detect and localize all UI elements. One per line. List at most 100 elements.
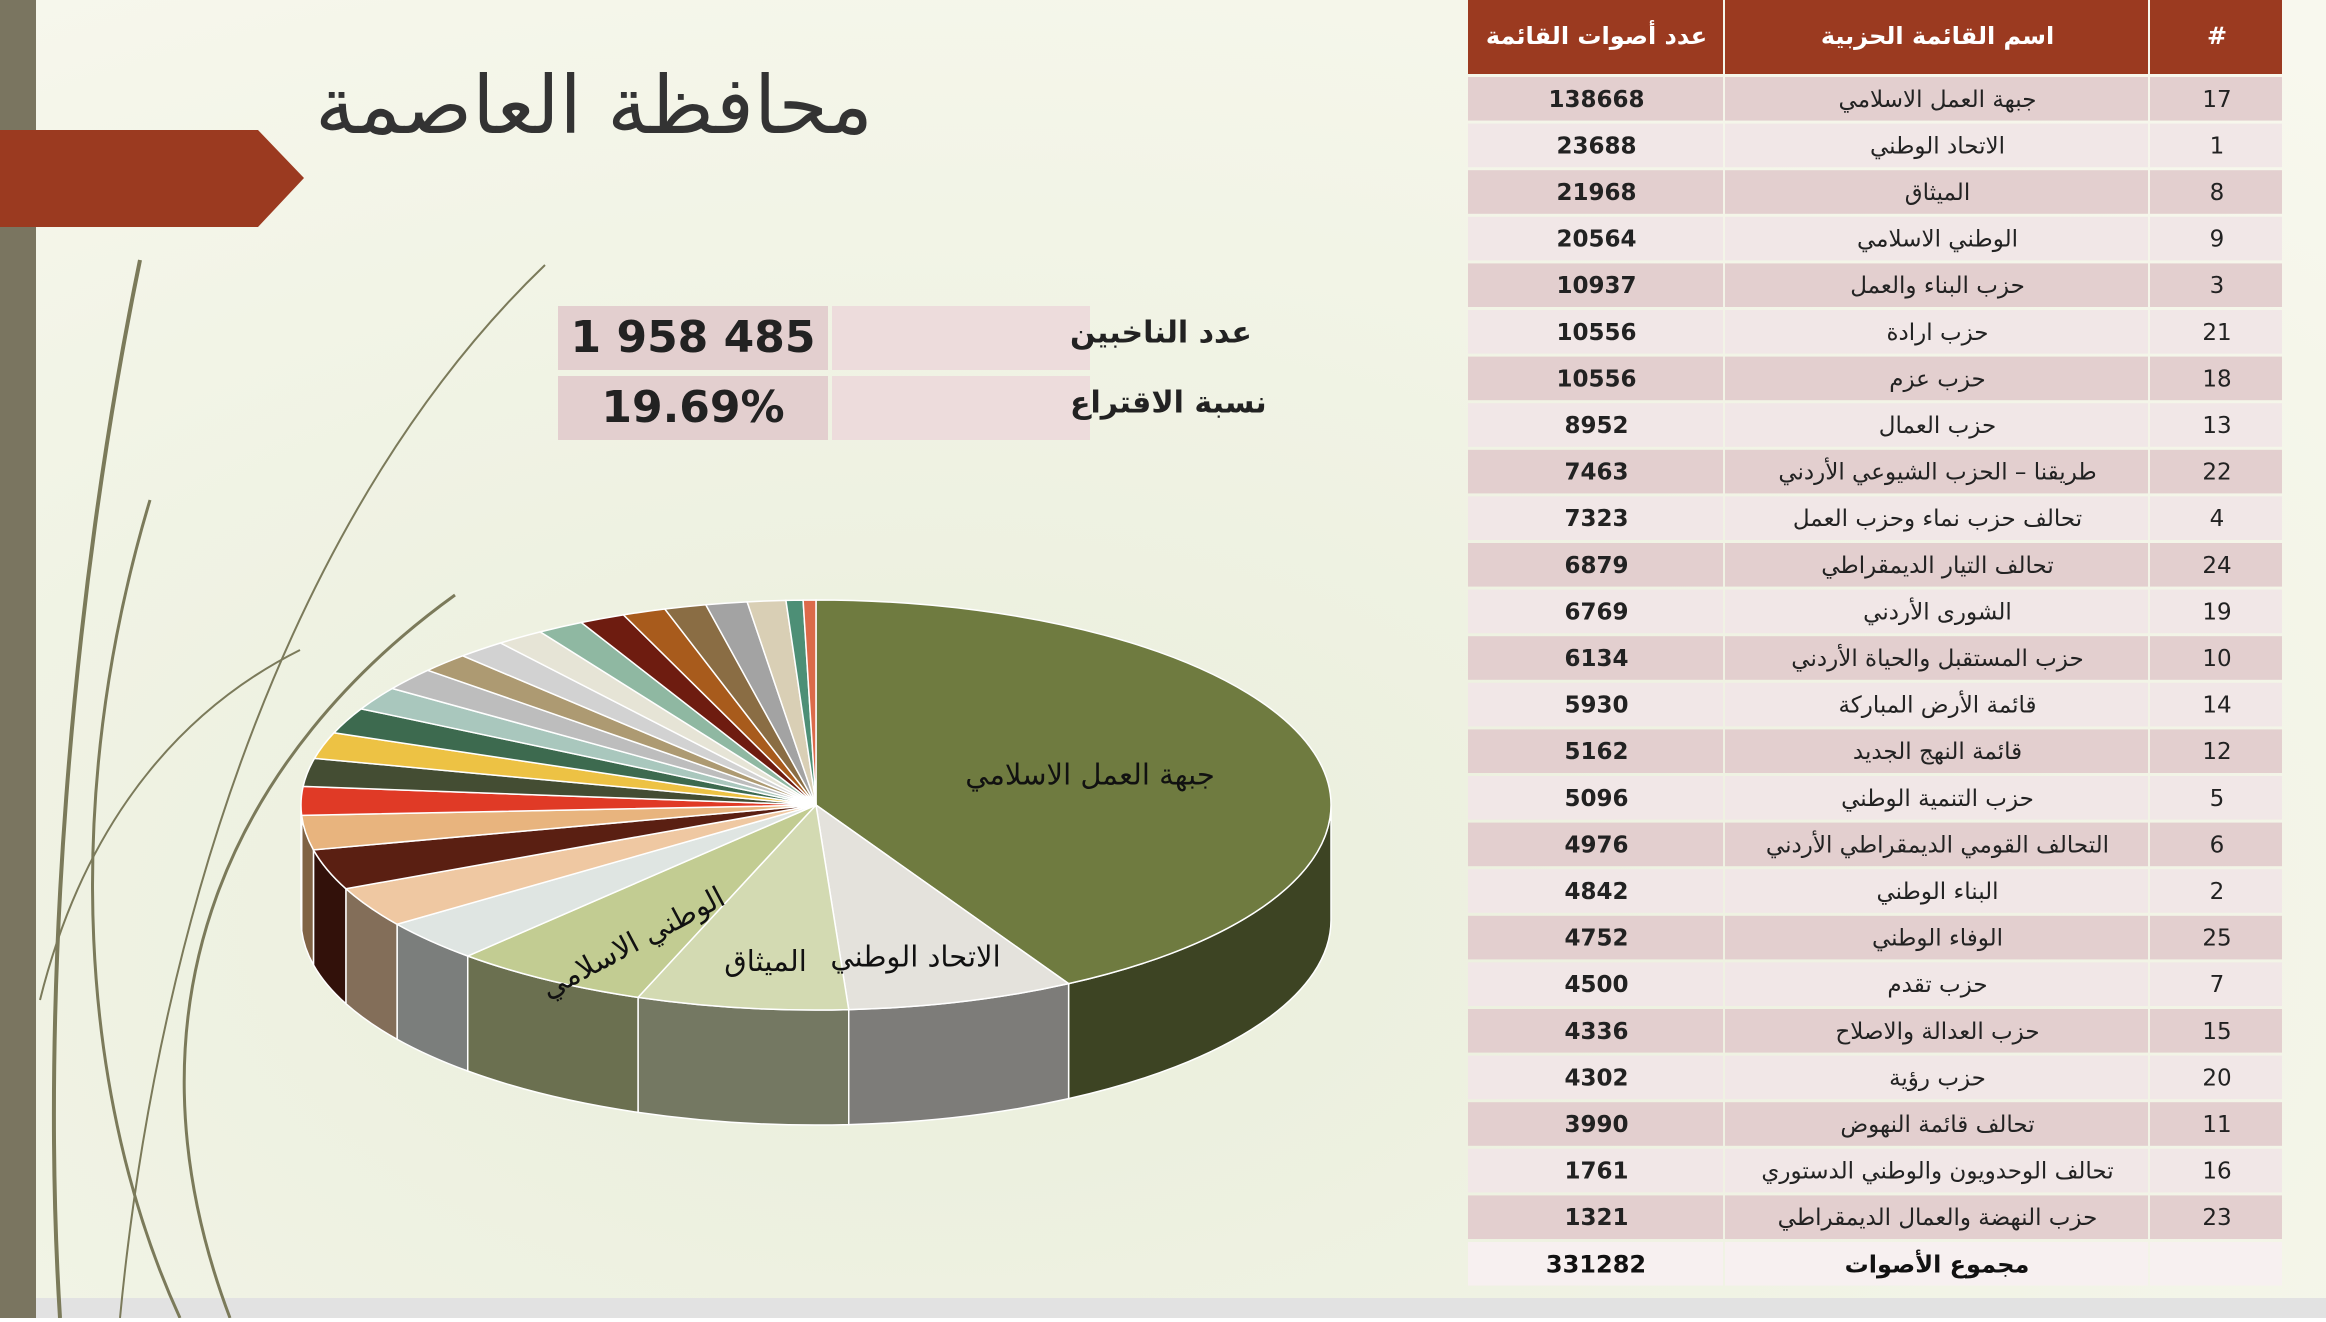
stat-value: 1 958 485 bbox=[571, 312, 816, 363]
vote-count: 4336 bbox=[1564, 1019, 1628, 1045]
vote-count: 10556 bbox=[1556, 320, 1636, 346]
total-value: 331282 bbox=[1546, 1250, 1646, 1278]
list-number: 21 bbox=[2202, 320, 2231, 346]
stat-value-cell bbox=[558, 306, 828, 370]
bottom-strip bbox=[0, 1298, 2326, 1318]
list-number: 13 bbox=[2202, 413, 2231, 439]
slide-title: محافظة العاصمة bbox=[315, 59, 873, 152]
table-cell bbox=[1468, 1055, 1723, 1100]
list-number: 4 bbox=[2210, 506, 2225, 532]
list-number: 22 bbox=[2202, 460, 2231, 486]
vote-count: 20564 bbox=[1556, 227, 1636, 253]
list-number: 5 bbox=[2210, 786, 2225, 812]
stat-label: نسبة الاقتراع bbox=[1070, 386, 1267, 421]
table-cell bbox=[2150, 1055, 2282, 1100]
party-name: الوفاء الوطني bbox=[1872, 926, 2003, 952]
party-name: تحالف قائمة النهوض bbox=[1840, 1112, 2034, 1138]
party-name: حزب عزم bbox=[1889, 366, 1986, 392]
list-number: 8 bbox=[2210, 180, 2225, 206]
list-number: 25 bbox=[2202, 926, 2231, 952]
vote-count: 1321 bbox=[1564, 1205, 1628, 1231]
table-cell bbox=[2150, 1195, 2282, 1239]
table-cell bbox=[2150, 589, 2282, 634]
table-cell bbox=[1725, 310, 2148, 354]
vote-count: 21968 bbox=[1556, 180, 1636, 206]
table-cell bbox=[2150, 822, 2282, 867]
vote-count: 4500 bbox=[1564, 972, 1628, 998]
vote-count: 1761 bbox=[1564, 1159, 1628, 1185]
table-cell bbox=[2150, 77, 2282, 121]
table-cell bbox=[1725, 403, 2148, 447]
list-number: 18 bbox=[2202, 366, 2231, 392]
table-header: اسم القائمة الحزبية bbox=[1821, 22, 2054, 50]
table-cell bbox=[1468, 356, 1723, 401]
table-cell bbox=[1725, 263, 2148, 307]
table-cell bbox=[1725, 170, 2148, 214]
party-name: قائمة الأرض المباركة bbox=[1838, 691, 2036, 719]
table-cell bbox=[1468, 1148, 1723, 1193]
table-cell bbox=[1725, 1148, 2148, 1193]
table-cell bbox=[1468, 1009, 1723, 1053]
party-name: حزب البناء والعمل bbox=[1850, 273, 2025, 299]
table-total-cell bbox=[2150, 1242, 2282, 1286]
table-header-cell bbox=[2150, 0, 2282, 74]
table-cell bbox=[2150, 216, 2282, 261]
table-cell bbox=[1468, 915, 1723, 960]
table-cell bbox=[1468, 170, 1723, 214]
vote-count: 4752 bbox=[1564, 926, 1628, 952]
slice bbox=[815, 599, 1332, 985]
vote-count: 5096 bbox=[1564, 786, 1628, 812]
party-name: حزب رؤية bbox=[1889, 1065, 1986, 1091]
slice-label: الميثاق bbox=[724, 944, 807, 978]
party-name: الميثاق bbox=[1905, 180, 1970, 206]
table-cell bbox=[1725, 776, 2148, 820]
party-name: حزب المستقبل والحياة الأردني bbox=[1791, 644, 2083, 672]
table-header-cell bbox=[1725, 0, 2148, 74]
vote-count: 4976 bbox=[1564, 832, 1628, 858]
table-cell bbox=[1468, 776, 1723, 820]
table-cell bbox=[2150, 915, 2282, 960]
table-cell bbox=[1468, 216, 1723, 261]
vote-count: 4302 bbox=[1564, 1065, 1628, 1091]
table-cell bbox=[2150, 449, 2282, 494]
table-cell bbox=[2150, 636, 2282, 680]
table-cell bbox=[1468, 1102, 1723, 1146]
table-cell bbox=[1725, 123, 2148, 168]
table-cell bbox=[1725, 216, 2148, 261]
total-label: مجموع الأصوات bbox=[1845, 1249, 2030, 1278]
vote-count: 23688 bbox=[1556, 133, 1636, 159]
party-name: حزب العمال bbox=[1879, 413, 1996, 439]
list-number: 12 bbox=[2202, 739, 2231, 765]
list-number: 23 bbox=[2202, 1205, 2231, 1231]
table-cell bbox=[1725, 1055, 2148, 1100]
list-number: 17 bbox=[2202, 87, 2231, 113]
list-number: 2 bbox=[2210, 879, 2225, 905]
table-cell bbox=[2150, 543, 2282, 587]
table-cell bbox=[1725, 449, 2148, 494]
table-cell bbox=[2150, 1009, 2282, 1053]
list-number: 7 bbox=[2210, 972, 2225, 998]
table-cell bbox=[2150, 729, 2282, 773]
list-number: 1 bbox=[2210, 133, 2225, 159]
party-name: تحالف الوحدويون والوطني الدستوري bbox=[1761, 1159, 2113, 1185]
decor-curves bbox=[39, 259, 546, 1319]
slice-label: الاتحاد الوطني bbox=[830, 940, 1000, 975]
vote-count: 7463 bbox=[1564, 460, 1628, 486]
vote-count: 6879 bbox=[1564, 553, 1628, 579]
party-name: الاتحاد الوطني bbox=[1870, 133, 2005, 159]
table-cell bbox=[2150, 310, 2282, 354]
table-cell bbox=[1468, 1195, 1723, 1239]
table-cell bbox=[2150, 356, 2282, 401]
table-cell bbox=[1468, 263, 1723, 307]
slice bbox=[636, 803, 850, 1011]
table-cell bbox=[1725, 682, 2148, 727]
party-name: حزب ارادة bbox=[1886, 320, 1988, 346]
party-name: حزب العدالة والاصلاح bbox=[1835, 1019, 2039, 1045]
party-name: حزب تقدم bbox=[1887, 972, 1987, 998]
table-cell bbox=[2150, 170, 2282, 214]
vote-count: 6134 bbox=[1564, 646, 1628, 672]
table-cell bbox=[1725, 962, 2148, 1006]
party-name: البناء الوطني bbox=[1876, 879, 1998, 905]
table-cell bbox=[1725, 543, 2148, 587]
